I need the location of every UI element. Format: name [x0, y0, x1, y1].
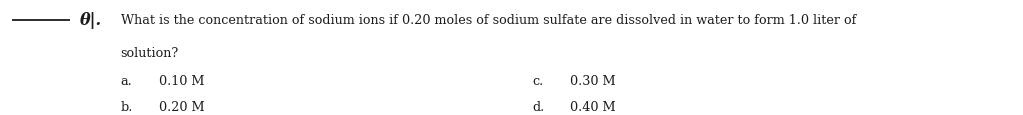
Text: a.: a. [121, 74, 132, 87]
Text: 0.30 M: 0.30 M [570, 74, 616, 87]
Text: c.: c. [532, 74, 543, 87]
Text: d.: d. [532, 101, 544, 113]
Text: solution?: solution? [121, 46, 179, 59]
Text: 0.20 M: 0.20 M [159, 101, 205, 113]
Text: 0.40 M: 0.40 M [570, 101, 616, 113]
Text: b.: b. [121, 101, 133, 113]
Text: θ|.: θ|. [80, 12, 102, 29]
Text: What is the concentration of sodium ions if 0.20 moles of sodium sulfate are dis: What is the concentration of sodium ions… [121, 14, 856, 27]
Text: 0.10 M: 0.10 M [159, 74, 204, 87]
